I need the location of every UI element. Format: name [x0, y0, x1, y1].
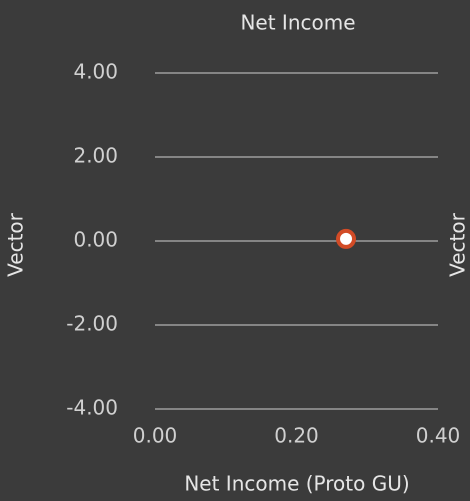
y-tick-label: -2.00 — [66, 312, 118, 336]
x-tick-label: 0.00 — [133, 424, 178, 448]
y-axis-label: Vector — [4, 212, 28, 277]
x-tick-label: 0.20 — [274, 424, 319, 448]
scatter-point — [336, 228, 357, 249]
y-tick-label: 2.00 — [73, 144, 118, 168]
x-tick-label: 0.40 — [416, 424, 461, 448]
y-tick-label: 4.00 — [73, 60, 118, 84]
y-tick-label: -4.00 — [66, 396, 118, 420]
x-axis-label: Net Income (Proto GU) — [184, 472, 409, 496]
y-tick-label: 0.00 — [73, 228, 118, 252]
y-axis-label-right: Vector — [446, 212, 470, 277]
chart-title: Net Income — [240, 11, 355, 35]
